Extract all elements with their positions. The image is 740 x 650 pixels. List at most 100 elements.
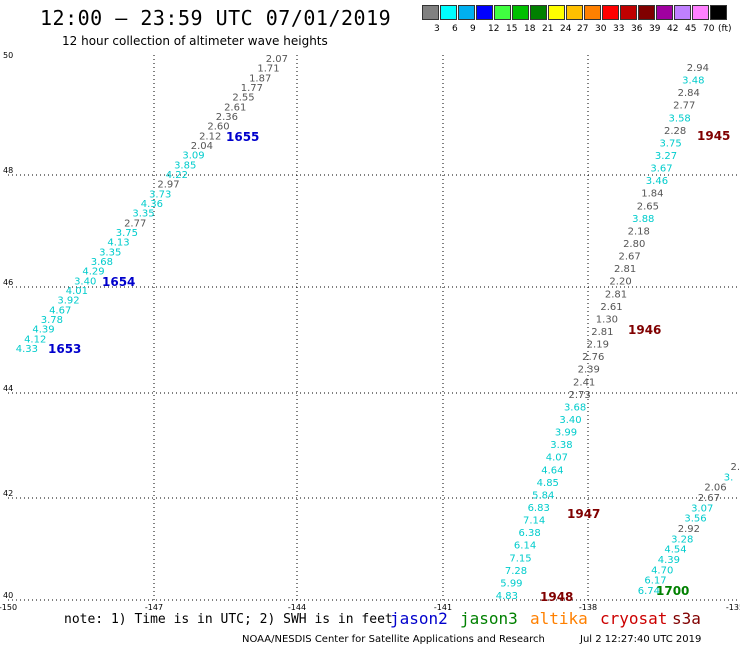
legend-label: 6 (452, 24, 458, 34)
wave-height-value: 4.12 (24, 334, 46, 345)
legend-swatch (584, 5, 601, 20)
wave-height-value: 5.84 (532, 490, 554, 501)
legend-label: 12 (488, 24, 500, 34)
lat-label: 46 (3, 278, 13, 287)
legend-swatch (674, 5, 691, 20)
legend-label: 45 (685, 24, 697, 34)
wave-height-value: 4.01 (66, 286, 88, 297)
legend-swatch (512, 5, 529, 20)
wave-height-value: 1.77 (241, 83, 263, 94)
wave-height-value: 2.06 (704, 483, 726, 494)
wave-height-value: 3.40 (559, 415, 581, 426)
wave-height-value: 4.85 (537, 478, 559, 489)
legend-swatch (692, 5, 709, 20)
wave-height-value: 4.36 (141, 199, 163, 210)
legend-swatch (620, 5, 637, 20)
legend-label: 18 (524, 24, 536, 34)
wave-height-value: 2.41 (573, 377, 595, 388)
legend-swatch (638, 5, 655, 20)
wave-height-value: 2.67 (619, 252, 641, 263)
legend-label: 9 (470, 24, 476, 34)
wave-height-value: 2.94 (687, 63, 709, 74)
wave-height-value: 3.09 (182, 151, 204, 162)
wave-height-value: 1.30 (596, 314, 618, 325)
wave-height-value: 7.28 (505, 566, 527, 577)
wave-height-value: 3.73 (149, 189, 171, 200)
time-label: 1654 (102, 275, 135, 289)
wave-height-value: 3.88 (632, 214, 654, 225)
wave-height-value: 2.18 (628, 226, 650, 237)
wave-height-value: 6.83 (528, 503, 550, 514)
time-label: 1946 (628, 323, 661, 337)
footer-note: note: 1) Time is in UTC; 2) SWH is in fe… (64, 612, 393, 627)
wave-height-value: 3.27 (655, 151, 677, 162)
wave-height-value: 4.22 (166, 170, 188, 181)
legend-swatch (494, 5, 511, 20)
wave-height-value: 4.39 (32, 325, 54, 336)
legend-label: 30 (595, 24, 607, 34)
wave-height-value: 3.28 (671, 534, 693, 545)
legend-label: 33 (613, 24, 625, 34)
lon-label: -147 (145, 603, 163, 612)
wave-height-value: 3.46 (646, 176, 668, 187)
lon-label: -141 (434, 603, 452, 612)
satellite-name: altika (530, 609, 588, 628)
wave-height-value: 4.70 (651, 565, 673, 576)
wave-height-value: 7.14 (523, 516, 545, 527)
wave-height-value: 3.99 (555, 428, 577, 439)
legend-label: 15 (506, 24, 518, 34)
wave-height-value: 3.75 (116, 228, 138, 239)
wave-height-value: 2.60 (207, 122, 229, 133)
wave-height-value: 2. (730, 462, 740, 473)
wave-height-value: 4.29 (82, 267, 104, 278)
lat-label: 44 (3, 384, 13, 393)
legend-label: 39 (649, 24, 661, 34)
wave-height-value: 3.40 (74, 276, 96, 287)
wave-height-value: 2.76 (582, 352, 604, 363)
wave-height-value: 3.92 (57, 296, 79, 307)
wave-height-value: 4.54 (664, 545, 686, 556)
wave-height-value: 3. (724, 472, 734, 483)
legend-swatch (476, 5, 493, 20)
time-labels: 1655 1654 1653 1945 1946 1947 1948 1700 (48, 129, 730, 604)
legend-swatch (566, 5, 583, 20)
lat-label: 50 (3, 51, 13, 60)
wave-height-value: 4.67 (49, 305, 71, 316)
wave-height-value: 2.92 (678, 524, 700, 535)
wave-height-value: 3.78 (41, 315, 63, 326)
wave-height-value: 2.73 (568, 390, 590, 401)
wave-height-value: 3.68 (564, 402, 586, 413)
lon-label: -138 (579, 603, 597, 612)
wave-height-value: 2.04 (191, 141, 213, 152)
time-label: 1700 (656, 584, 689, 598)
wave-height-value: 5.99 (500, 578, 522, 589)
credit-text: NOAA/NESDIS Center for Satellite Applica… (242, 634, 545, 645)
wave-height-value: 4.07 (546, 453, 568, 464)
wave-height-value: 2.97 (157, 180, 179, 191)
legend-label: 70 (703, 24, 715, 34)
time-label: 1655 (226, 130, 259, 144)
time-label: 1945 (697, 129, 730, 143)
wave-height-value: 4.64 (541, 465, 563, 476)
lon-label: -150 (0, 603, 17, 612)
wave-height-value: 2.07 (266, 54, 288, 65)
lat-label: 42 (3, 489, 13, 498)
legend-swatch (602, 5, 619, 20)
wave-height-value: 2.80 (623, 239, 645, 250)
wave-height-value: 6.17 (644, 576, 666, 587)
wave-height-value: 3.75 (659, 138, 681, 149)
wave-height-value: 3.07 (691, 503, 713, 514)
wave-height-value: 3.38 (550, 440, 572, 451)
wave-height-value: 3.35 (132, 209, 154, 220)
wave-height-value: 2.81 (591, 327, 613, 338)
legend-label: 36 (631, 24, 643, 34)
wave-height-value: 2.81 (605, 289, 627, 300)
wave-height-value: 3.56 (684, 514, 706, 525)
wave-height-value: 2.65 (637, 201, 659, 212)
lat-label: 48 (3, 166, 13, 175)
wave-height-value: 6.14 (514, 541, 536, 552)
legend-swatch (530, 5, 547, 20)
wave-height-value: 4.33 (16, 344, 38, 355)
wave-height-value: 1.87 (249, 73, 271, 84)
wave-height-value: 6.38 (518, 528, 540, 539)
